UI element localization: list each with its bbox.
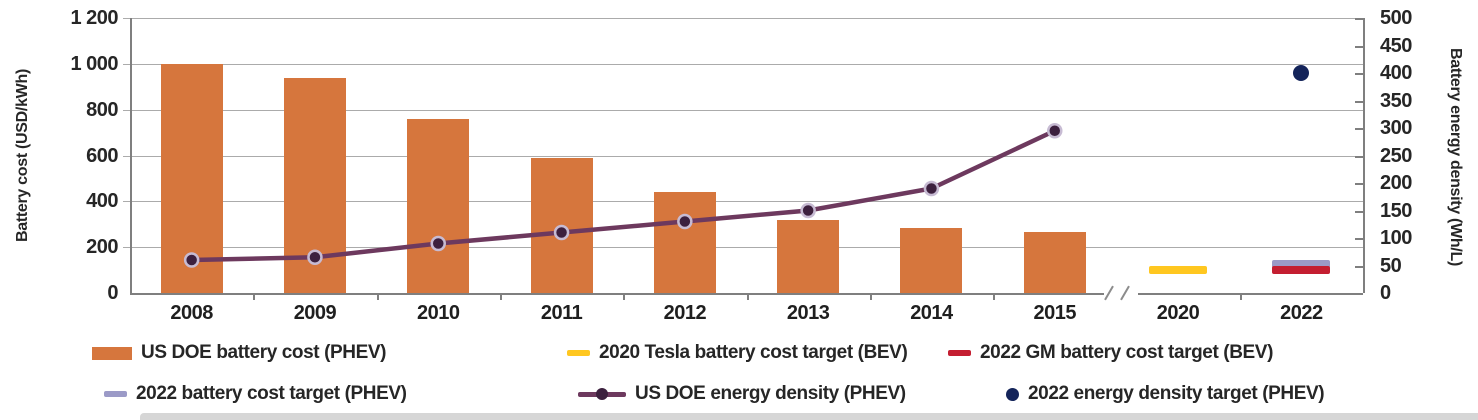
left-tick-label: 200 [86,236,118,259]
legend-item-us-doe-battery-cost: US DOE battery cost (PHEV) [92,342,387,364]
x-tick [499,293,502,300]
x-axis-label-2015: 2015 [1033,302,1077,324]
bar-2009 [283,77,346,293]
right-tick-label: 250 [1380,144,1412,167]
x-tick [1239,293,1242,300]
dash-swatch-icon [948,350,971,356]
x-axis-label-2008: 2008 [170,302,213,324]
gridline [123,109,1363,111]
right-tick-label: 300 [1380,117,1412,139]
right-tick [1355,73,1363,75]
legend-item-tesla-2020-target: 2020 Tesla battery cost target (BEV) [567,342,908,364]
left-tick-label: 400 [86,190,118,213]
left-tick-label: 600 [86,144,118,167]
right-tick [1355,210,1363,213]
x-tick [869,293,872,300]
right-axis-line [1363,18,1365,293]
right-tick-label: 450 [1380,34,1412,57]
right-tick [1355,265,1363,268]
target-dash-2020 [1149,266,1208,275]
target-dash-2022 [1272,266,1331,275]
x-axis-label-2011: 2011 [540,302,583,324]
right-tick [1355,183,1363,185]
right-axis-title: Battery energy density (Wh/L) [1447,48,1464,267]
legend-label: 2022 energy density target (PHEV) [1028,383,1325,404]
dash-swatch-icon [104,391,127,397]
bar-2010 [407,118,470,293]
bar-2008 [160,63,223,293]
legend-label: 2022 battery cost target (PHEV) [136,383,407,404]
right-tick-label: 100 [1380,227,1412,249]
x-axis-label-2010: 2010 [417,302,460,324]
target-dash-2022 [1272,260,1331,269]
left-tick-label: 0 [107,282,118,304]
bar-2011 [530,157,593,293]
line-marker-swatch-icon [578,388,626,400]
right-tick-label: 50 [1380,254,1402,277]
right-tick [1355,18,1363,20]
x-axis-line [1138,293,1363,295]
right-tick [1355,100,1363,103]
x-axis-label-2014: 2014 [910,302,953,324]
gridline [123,63,1363,65]
left-axis-line [130,18,132,293]
legend-item-2022-energy-density-target: 2022 energy density target (PHEV) [1006,383,1325,405]
legend-item-us-doe-energy-density: US DOE energy density (PHEV) [578,383,906,405]
right-tick [1355,238,1363,240]
right-tick [1355,128,1363,130]
left-tick-label: 1 000 [70,52,118,75]
x-tick [376,293,379,300]
axis-break-icon [1104,285,1115,301]
bar-2012 [653,192,716,293]
left-tick-label: 800 [86,98,118,121]
bar-2013 [777,219,840,293]
dot-swatch-icon [1006,387,1019,401]
x-axis-label-2020: 2020 [1156,302,1200,324]
x-tick [993,293,996,300]
left-tick-label: 1 200 [70,7,118,29]
right-tick [1355,45,1363,48]
x-axis-label-2012: 2012 [663,302,707,324]
right-tick-label: 350 [1380,89,1412,112]
legend-item-2022-phev-cost-target: 2022 battery cost target (PHEV) [104,383,407,405]
right-tick [1355,155,1363,158]
right-tick [1355,293,1363,295]
x-axis-label-2013: 2013 [786,302,830,324]
page-edge-shadow [140,413,1478,420]
bar-2015 [1023,232,1086,293]
right-tick-label: 200 [1380,172,1412,194]
right-tick-label: 0 [1380,282,1391,304]
legend-label: 2020 Tesla battery cost target (BEV) [599,342,908,363]
legend-label: US DOE energy density (PHEV) [635,383,906,404]
right-tick-label: 400 [1380,62,1412,84]
legend-label: 2022 GM battery cost target (BEV) [980,342,1273,363]
x-axis-label-2009: 2009 [293,302,337,324]
target-dot-2022 [1293,65,1310,81]
axis-break-icon [1120,285,1131,301]
bar-2014 [900,227,963,293]
legend-label: US DOE battery cost (PHEV) [141,342,387,363]
right-tick-label: 150 [1380,199,1412,222]
dash-swatch-icon [567,350,590,356]
x-tick [623,293,626,300]
x-axis-line [130,293,1105,295]
bar-swatch-icon [92,346,132,360]
x-tick [253,293,256,300]
gridline [123,18,1363,19]
right-tick-label: 500 [1380,7,1412,29]
x-tick [746,293,749,300]
x-axis-label-2022: 2022 [1280,302,1323,324]
legend-item-gm-2022-target: 2022 GM battery cost target (BEV) [948,342,1273,364]
